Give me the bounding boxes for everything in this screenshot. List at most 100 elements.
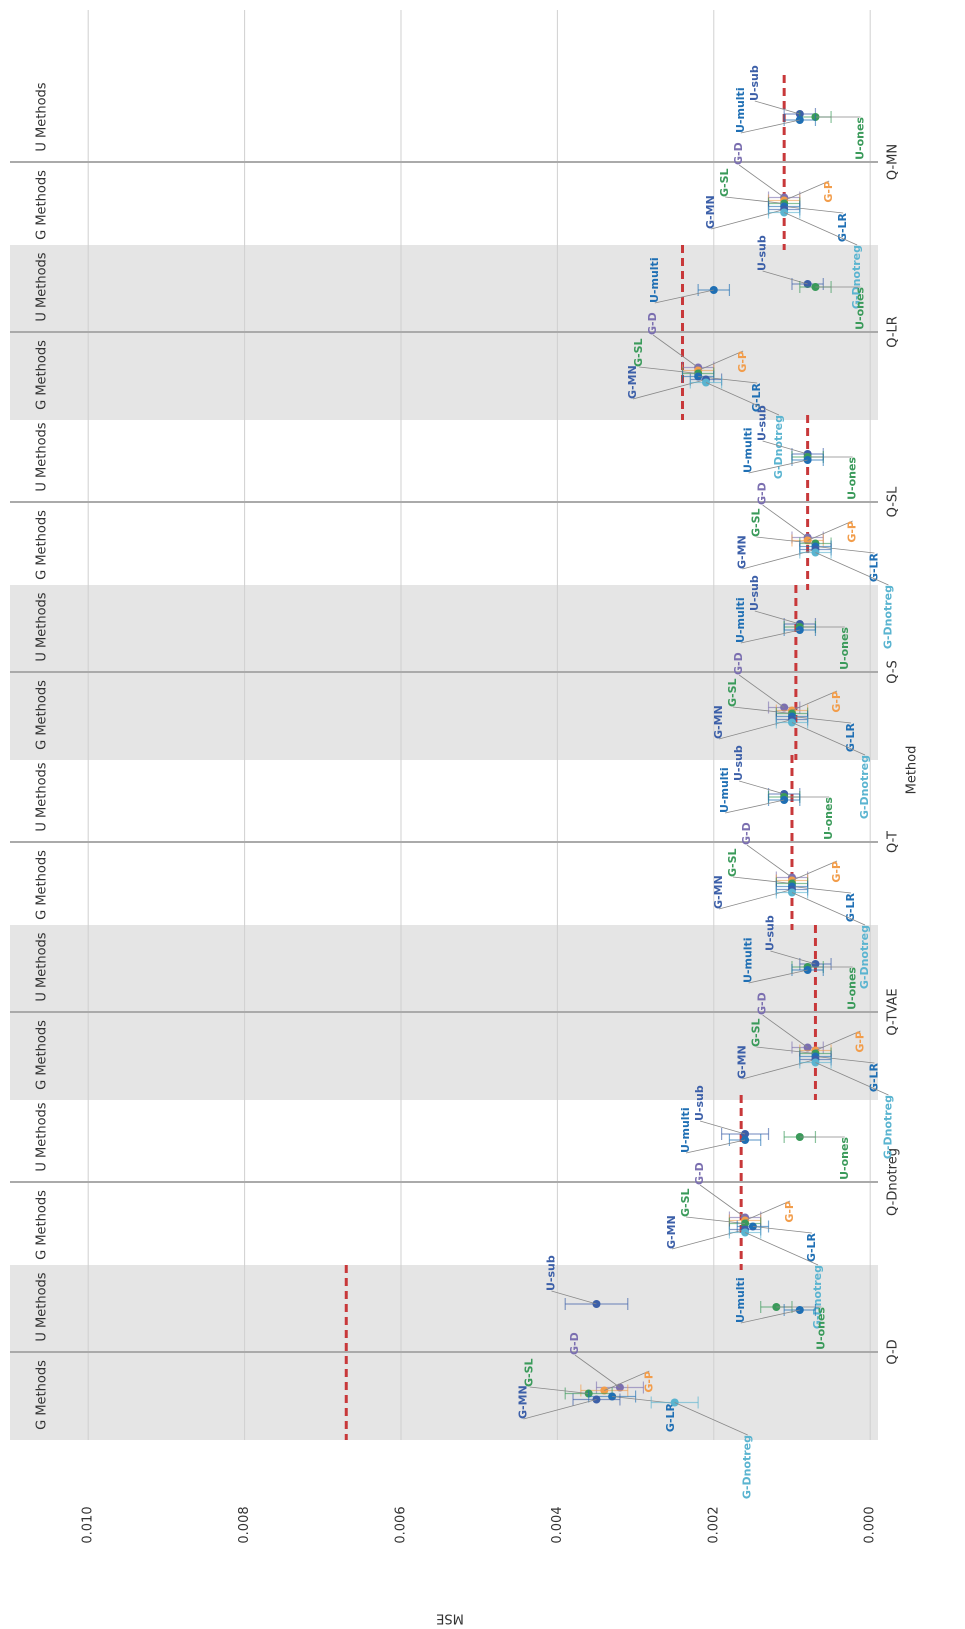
- point-label: G-Dnotreg: [850, 245, 863, 309]
- leader-line: [699, 1120, 746, 1135]
- leader-line: [756, 536, 816, 544]
- point-label: G-SL: [726, 848, 739, 877]
- point-label: G-Dnotreg: [881, 1095, 894, 1159]
- point-label: G-LR: [867, 552, 880, 582]
- point-label: G-LR: [844, 722, 857, 752]
- point-label: G-D: [568, 1332, 581, 1355]
- point-label: G-LR: [844, 892, 857, 922]
- point-label: G-P: [736, 351, 749, 373]
- leader-line: [740, 629, 800, 644]
- point-label: G-Dnotreg: [858, 755, 871, 819]
- point-label: G-MN: [712, 875, 725, 909]
- point-label: U-multi: [679, 1107, 692, 1153]
- point-label: G-LR: [664, 1402, 677, 1432]
- point-label: U-sub: [756, 235, 769, 271]
- leader-line: [791, 690, 838, 711]
- point-label: G-LR: [805, 1232, 818, 1262]
- x-tick-label: 0.008: [237, 1506, 252, 1543]
- y-axis-title: Method: [905, 746, 920, 795]
- leader-line: [784, 180, 830, 201]
- leader-line: [697, 350, 744, 371]
- leader-line: [705, 382, 780, 416]
- point-label: G-P: [783, 1201, 796, 1223]
- point-label: G-MN: [704, 195, 717, 229]
- group-label: G Methods: [35, 170, 50, 240]
- point-label: U-sub: [756, 405, 769, 441]
- leader-line: [523, 1399, 597, 1420]
- leader-line: [815, 1056, 875, 1064]
- point-label: U-multi: [718, 767, 731, 813]
- point-label: G-P: [830, 691, 843, 713]
- point-label: G-MN: [735, 535, 748, 569]
- point-label: G-D: [740, 822, 753, 845]
- leader-line: [740, 1309, 800, 1324]
- point-label: G-Dnotreg: [772, 415, 785, 479]
- y-tick-label: Q-D: [886, 1339, 901, 1364]
- leader-line: [762, 1014, 808, 1048]
- group-label: G Methods: [35, 510, 50, 580]
- point-label: G-MN: [665, 1215, 678, 1249]
- y-tick-label: Q-MN: [886, 144, 901, 180]
- point-label: U-ones: [853, 117, 866, 160]
- point-label: U-sub: [748, 65, 761, 101]
- leader-line: [770, 950, 816, 965]
- point-label: U-ones: [846, 967, 859, 1010]
- point-label: U-multi: [648, 257, 661, 303]
- point-label: G-LR: [750, 382, 763, 412]
- leader-line: [744, 1200, 791, 1221]
- leader-line: [738, 674, 785, 708]
- group-label: G Methods: [35, 340, 50, 410]
- group-label: U Methods: [35, 762, 50, 831]
- leader-line: [740, 119, 800, 134]
- group-label: U Methods: [35, 592, 50, 661]
- leader-line: [815, 552, 889, 586]
- leader-line: [551, 1290, 597, 1305]
- y-tick-label: Q-S: [886, 660, 901, 684]
- point-label: G-Dnotreg: [858, 925, 871, 989]
- y-tick-label: Q-T: [886, 831, 901, 853]
- leader-line: [791, 892, 866, 926]
- point-label: G-P: [642, 1371, 655, 1393]
- point-label: U-sub: [544, 1255, 557, 1291]
- x-tick-label: 0.006: [393, 1506, 408, 1543]
- leader-line: [754, 100, 800, 115]
- leader-line: [604, 1370, 650, 1391]
- point-label: G-LR: [867, 1062, 880, 1092]
- leader-line: [699, 1184, 746, 1218]
- group-label: G Methods: [35, 850, 50, 920]
- point-label: G-SL: [632, 338, 645, 367]
- group-label: U Methods: [35, 82, 50, 151]
- leader-line: [791, 716, 852, 724]
- point-label: G-LR: [836, 212, 849, 242]
- point-label: U-sub: [748, 575, 761, 611]
- leader-line: [639, 366, 699, 374]
- group-label: G Methods: [35, 680, 50, 750]
- point-label: G-SL: [679, 1188, 692, 1217]
- point-label: G-Dnotreg: [881, 585, 894, 649]
- point-label: G-SL: [749, 1018, 762, 1047]
- point-label: G-SL: [523, 1358, 536, 1387]
- leader-line: [674, 1402, 748, 1436]
- y-tick-label: Q-TVAE: [886, 988, 901, 1035]
- y-tick-label: Q-LR: [886, 316, 901, 348]
- group-label: G Methods: [35, 1020, 50, 1090]
- point-label: U-multi: [734, 597, 747, 643]
- leader-line: [752, 1226, 812, 1234]
- leader-line: [744, 1232, 819, 1266]
- leader-line: [574, 1354, 621, 1388]
- point-label: G-D: [693, 1162, 706, 1185]
- point-label: G-SL: [726, 678, 739, 707]
- point-label: U-multi: [734, 87, 747, 133]
- leader-line: [762, 504, 808, 538]
- point-label: U-ones: [822, 797, 835, 840]
- point-label: G-P: [853, 1031, 866, 1053]
- leader-line: [756, 1046, 816, 1054]
- point-label: G-P: [846, 521, 859, 543]
- point-label: G-D: [756, 992, 769, 1015]
- point-label: G-D: [732, 652, 745, 675]
- point-label: G-MN: [626, 365, 639, 399]
- point-label: U-sub: [763, 915, 776, 951]
- point-label: U-ones: [853, 287, 866, 330]
- point-label: U-multi: [734, 1277, 747, 1323]
